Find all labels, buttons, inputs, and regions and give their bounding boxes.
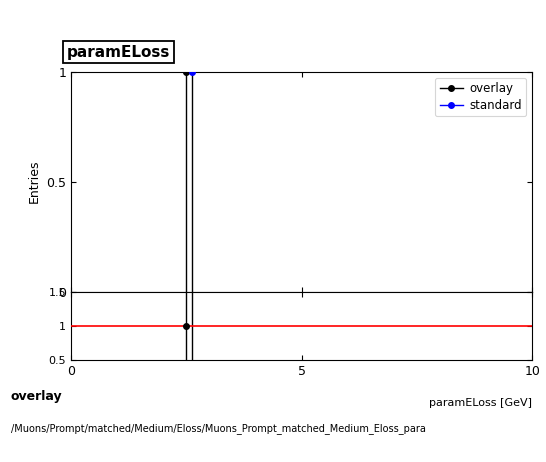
Y-axis label: Entries: Entries [27,160,40,203]
Text: overlay: overlay [11,390,63,403]
Text: paramELoss: paramELoss [67,44,170,60]
Legend: overlay, standard: overlay, standard [435,78,526,116]
Text: /Muons/Prompt/matched/Medium/Eloss/Muons_Prompt_matched_Medium_Eloss_para: /Muons/Prompt/matched/Medium/Eloss/Muons… [11,423,426,434]
Text: paramELoss [GeV]: paramELoss [GeV] [429,398,532,408]
